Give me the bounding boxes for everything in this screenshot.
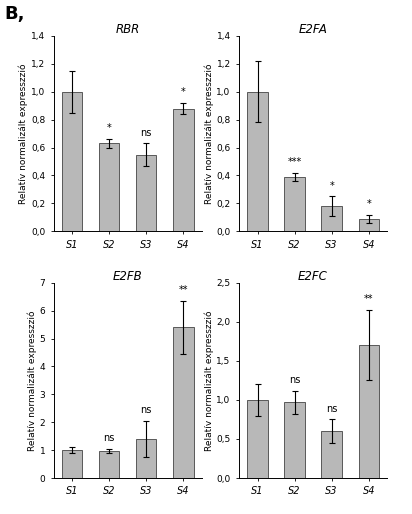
Title: E2FC: E2FC: [298, 270, 328, 283]
Text: ns: ns: [140, 405, 152, 415]
Y-axis label: Relatív normalizált expresszzió: Relatív normalizált expresszzió: [27, 310, 37, 451]
Text: *: *: [366, 199, 371, 209]
Title: E2FA: E2FA: [299, 23, 328, 36]
Text: *: *: [107, 123, 112, 133]
Y-axis label: Relatív normalizált expresszzió: Relatív normalizált expresszzió: [204, 310, 213, 451]
Bar: [173, 327, 194, 478]
Bar: [284, 177, 305, 231]
Text: ns: ns: [103, 433, 115, 444]
Bar: [247, 400, 268, 478]
Bar: [136, 155, 157, 231]
Bar: [321, 431, 342, 478]
Text: ns: ns: [140, 127, 152, 138]
Title: RBR: RBR: [116, 23, 140, 36]
Bar: [358, 219, 379, 231]
Text: **: **: [178, 285, 188, 295]
Title: E2FB: E2FB: [113, 270, 143, 283]
Bar: [247, 92, 268, 231]
Bar: [62, 450, 82, 478]
Bar: [99, 451, 119, 478]
Text: *: *: [329, 180, 334, 191]
Text: B,: B,: [4, 5, 25, 23]
Text: ns: ns: [326, 403, 337, 414]
Text: ns: ns: [289, 375, 300, 384]
Bar: [284, 402, 305, 478]
Text: *: *: [181, 87, 186, 97]
Bar: [62, 92, 82, 231]
Bar: [358, 345, 379, 478]
Bar: [99, 143, 119, 231]
Bar: [136, 439, 157, 478]
Y-axis label: Relatív normalizált expresszzió: Relatív normalizált expresszzió: [19, 63, 28, 204]
Bar: [321, 206, 342, 231]
Bar: [173, 108, 194, 231]
Text: ***: ***: [288, 157, 302, 167]
Y-axis label: Relatív normalizált expresszzió: Relatív normalizált expresszzió: [204, 63, 213, 204]
Text: **: **: [364, 294, 374, 304]
